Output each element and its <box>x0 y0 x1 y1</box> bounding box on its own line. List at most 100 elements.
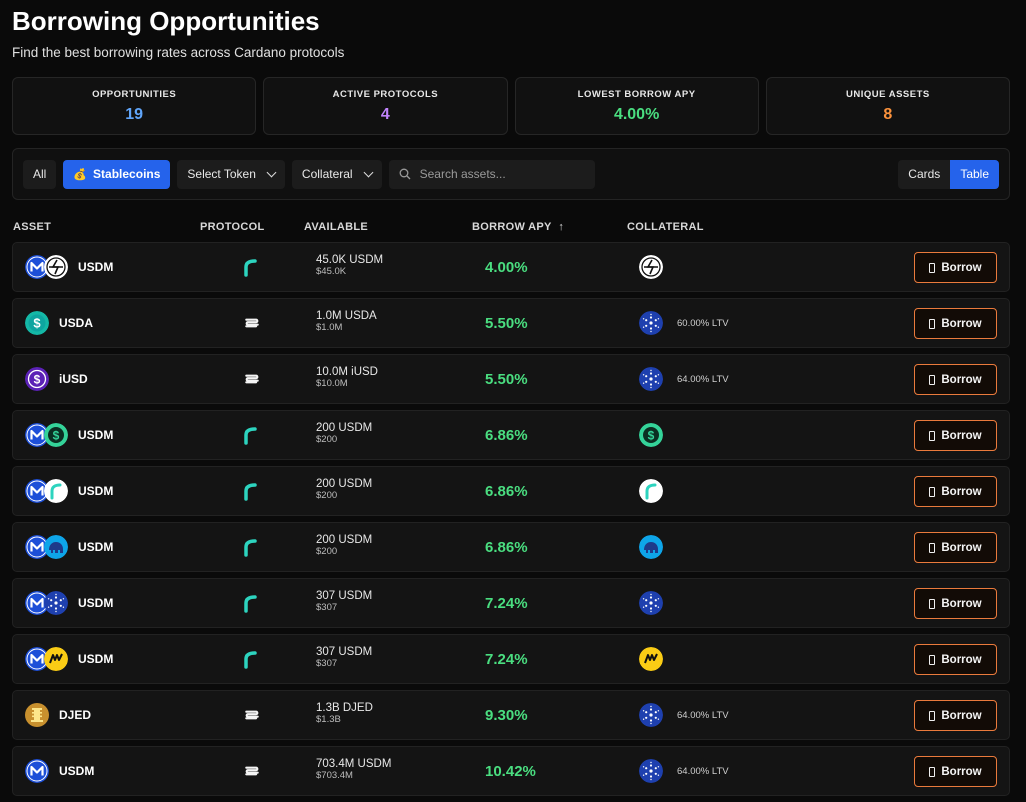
asset-cell: USDM <box>25 579 113 627</box>
borrow-button[interactable]: Borrow <box>914 476 997 507</box>
column-borrow-apy[interactable]: BORROW APY ↑ <box>472 221 564 233</box>
table-row: USDM 307 USDM $307 7.24% Borrow <box>12 634 1010 684</box>
available-cell: 307 USDM $307 <box>316 590 372 614</box>
asset-name: USDM <box>78 260 114 274</box>
available-amount: 703.4M USDM <box>316 758 392 770</box>
iusd-token-icon: $ <box>25 367 49 391</box>
green-s-collateral-icon: $ <box>639 423 663 447</box>
column-protocol[interactable]: PROTOCOL <box>200 221 265 233</box>
ada-token-icon <box>44 591 68 615</box>
collateral-cell: $ <box>639 411 677 459</box>
wing-token-icon <box>44 647 68 671</box>
borrow-apy-value: 7.24% <box>485 595 528 612</box>
collateral-dropdown[interactable]: Collateral <box>291 159 382 189</box>
svg-text:$: $ <box>33 316 41 331</box>
chevron-down-icon <box>266 167 277 177</box>
available-cell: 45.0K USDM $45.0K <box>316 254 383 278</box>
view-cards-button[interactable]: Cards <box>908 167 941 181</box>
borrow-button[interactable]: Borrow <box>914 588 997 619</box>
available-amount: 307 USDM <box>316 646 373 658</box>
asset-icons: $ <box>25 311 49 335</box>
filter-stablecoins-button[interactable]: 💰 Stablecoins <box>63 159 171 189</box>
table-row: USDM 307 USDM $307 7.24% Borrow <box>12 578 1010 628</box>
available-cell: 200 USDM $200 <box>316 478 372 502</box>
borrow-label: Borrow <box>941 317 982 330</box>
table-row: USDM 200 USDM $200 6.86% Borrow <box>12 522 1010 572</box>
borrow-apy-value: 9.30% <box>485 707 528 724</box>
borrow-button[interactable]: Borrow <box>914 644 997 675</box>
collateral-cell <box>639 635 677 683</box>
asset-icons <box>25 759 49 783</box>
asset-cell: USDM <box>25 747 94 795</box>
borrow-icon <box>929 710 936 721</box>
borrow-button[interactable]: Borrow <box>914 364 997 395</box>
borrow-apy-value: 7.24% <box>485 651 528 668</box>
fluid-protocol-icon <box>241 480 263 502</box>
available-amount: 307 USDM <box>316 590 373 602</box>
borrow-icon <box>929 374 936 385</box>
borrow-button[interactable]: Borrow <box>914 532 997 563</box>
view-toggle: Cards Table <box>898 159 999 189</box>
usdm-token-icon <box>25 591 49 615</box>
available-cell: 307 USDM $307 <box>316 646 372 670</box>
asset-name: DJED <box>59 708 92 722</box>
borrow-icon <box>929 598 936 609</box>
borrow-label: Borrow <box>941 653 982 666</box>
elephant-token-icon <box>44 535 68 559</box>
available-amount: 45.0K USDM <box>316 254 384 266</box>
borrow-apy-value: 6.86% <box>485 427 528 444</box>
filter-all-button[interactable]: All <box>23 159 57 189</box>
asset-name: USDA <box>59 316 94 330</box>
borrow-apy-value: 5.50% <box>485 315 528 332</box>
search-placeholder: Search assets... <box>419 167 506 181</box>
search-input[interactable]: Search assets... <box>388 159 595 189</box>
column-available[interactable]: AVAILABLE <box>304 221 369 233</box>
table-row: $ USDM 200 USDM $200 6.86% $ Borrow <box>12 410 1010 460</box>
stat-card-unique-assets: UNIQUE ASSETS 8 <box>765 77 1010 135</box>
asset-icons <box>25 535 68 559</box>
available-usd: $307 <box>316 658 338 669</box>
view-table-button[interactable]: Table <box>950 159 999 189</box>
borrow-button[interactable]: Borrow <box>914 420 997 451</box>
table-row: USDM 703.4M USDM $703.4M 10.42% 64.00% L… <box>12 746 1010 796</box>
available-usd: $1.3B <box>316 714 341 725</box>
stat-value: 8 <box>883 105 893 123</box>
borrow-label: Borrow <box>941 429 982 442</box>
fluid-protocol-icon <box>241 256 263 278</box>
borrow-button[interactable]: Borrow <box>914 308 997 339</box>
collateral-cell: 64.00% LTV <box>639 355 729 403</box>
borrow-button[interactable]: Borrow <box>914 700 997 731</box>
svg-text:$: $ <box>53 429 60 443</box>
asset-icons <box>25 591 68 615</box>
asset-name: USDM <box>78 652 114 666</box>
asset-cell: USDM <box>25 523 113 571</box>
money-bag-icon: 💰 <box>73 168 88 181</box>
collateral-cell <box>639 243 677 291</box>
column-collateral[interactable]: COLLATERAL <box>627 221 704 233</box>
strike-token-icon <box>44 255 68 279</box>
liqwid-protocol-icon <box>241 312 263 334</box>
sort-arrow-icon: ↑ <box>558 221 565 233</box>
asset-icons: $ <box>25 423 68 447</box>
borrow-icon <box>929 318 936 329</box>
borrow-apy-value: 4.00% <box>485 259 528 276</box>
borrow-apy-value: 6.86% <box>485 539 528 556</box>
borrow-button[interactable]: Borrow <box>914 252 997 283</box>
borrow-button[interactable]: Borrow <box>914 756 997 787</box>
page-subtitle: Find the best borrowing rates across Car… <box>12 45 345 60</box>
column-asset[interactable]: ASSET <box>13 221 52 233</box>
asset-name: USDM <box>78 484 114 498</box>
ltv-value: 64.00% LTV <box>677 373 729 385</box>
borrow-label: Borrow <box>941 765 982 778</box>
borrow-apy-value: 10.42% <box>485 763 536 780</box>
available-usd: $10.0M <box>316 378 348 389</box>
asset-cell: DJED <box>25 691 91 739</box>
borrow-apy-value: 6.86% <box>485 483 528 500</box>
select-token-dropdown[interactable]: Select Token <box>177 159 285 189</box>
available-amount: 10.0M iUSD <box>316 366 378 378</box>
asset-name: USDM <box>78 596 114 610</box>
svg-text:$: $ <box>34 373 41 387</box>
asset-name: USDM <box>78 428 114 442</box>
strike-collateral-icon <box>639 255 663 279</box>
available-usd: $307 <box>316 602 338 613</box>
